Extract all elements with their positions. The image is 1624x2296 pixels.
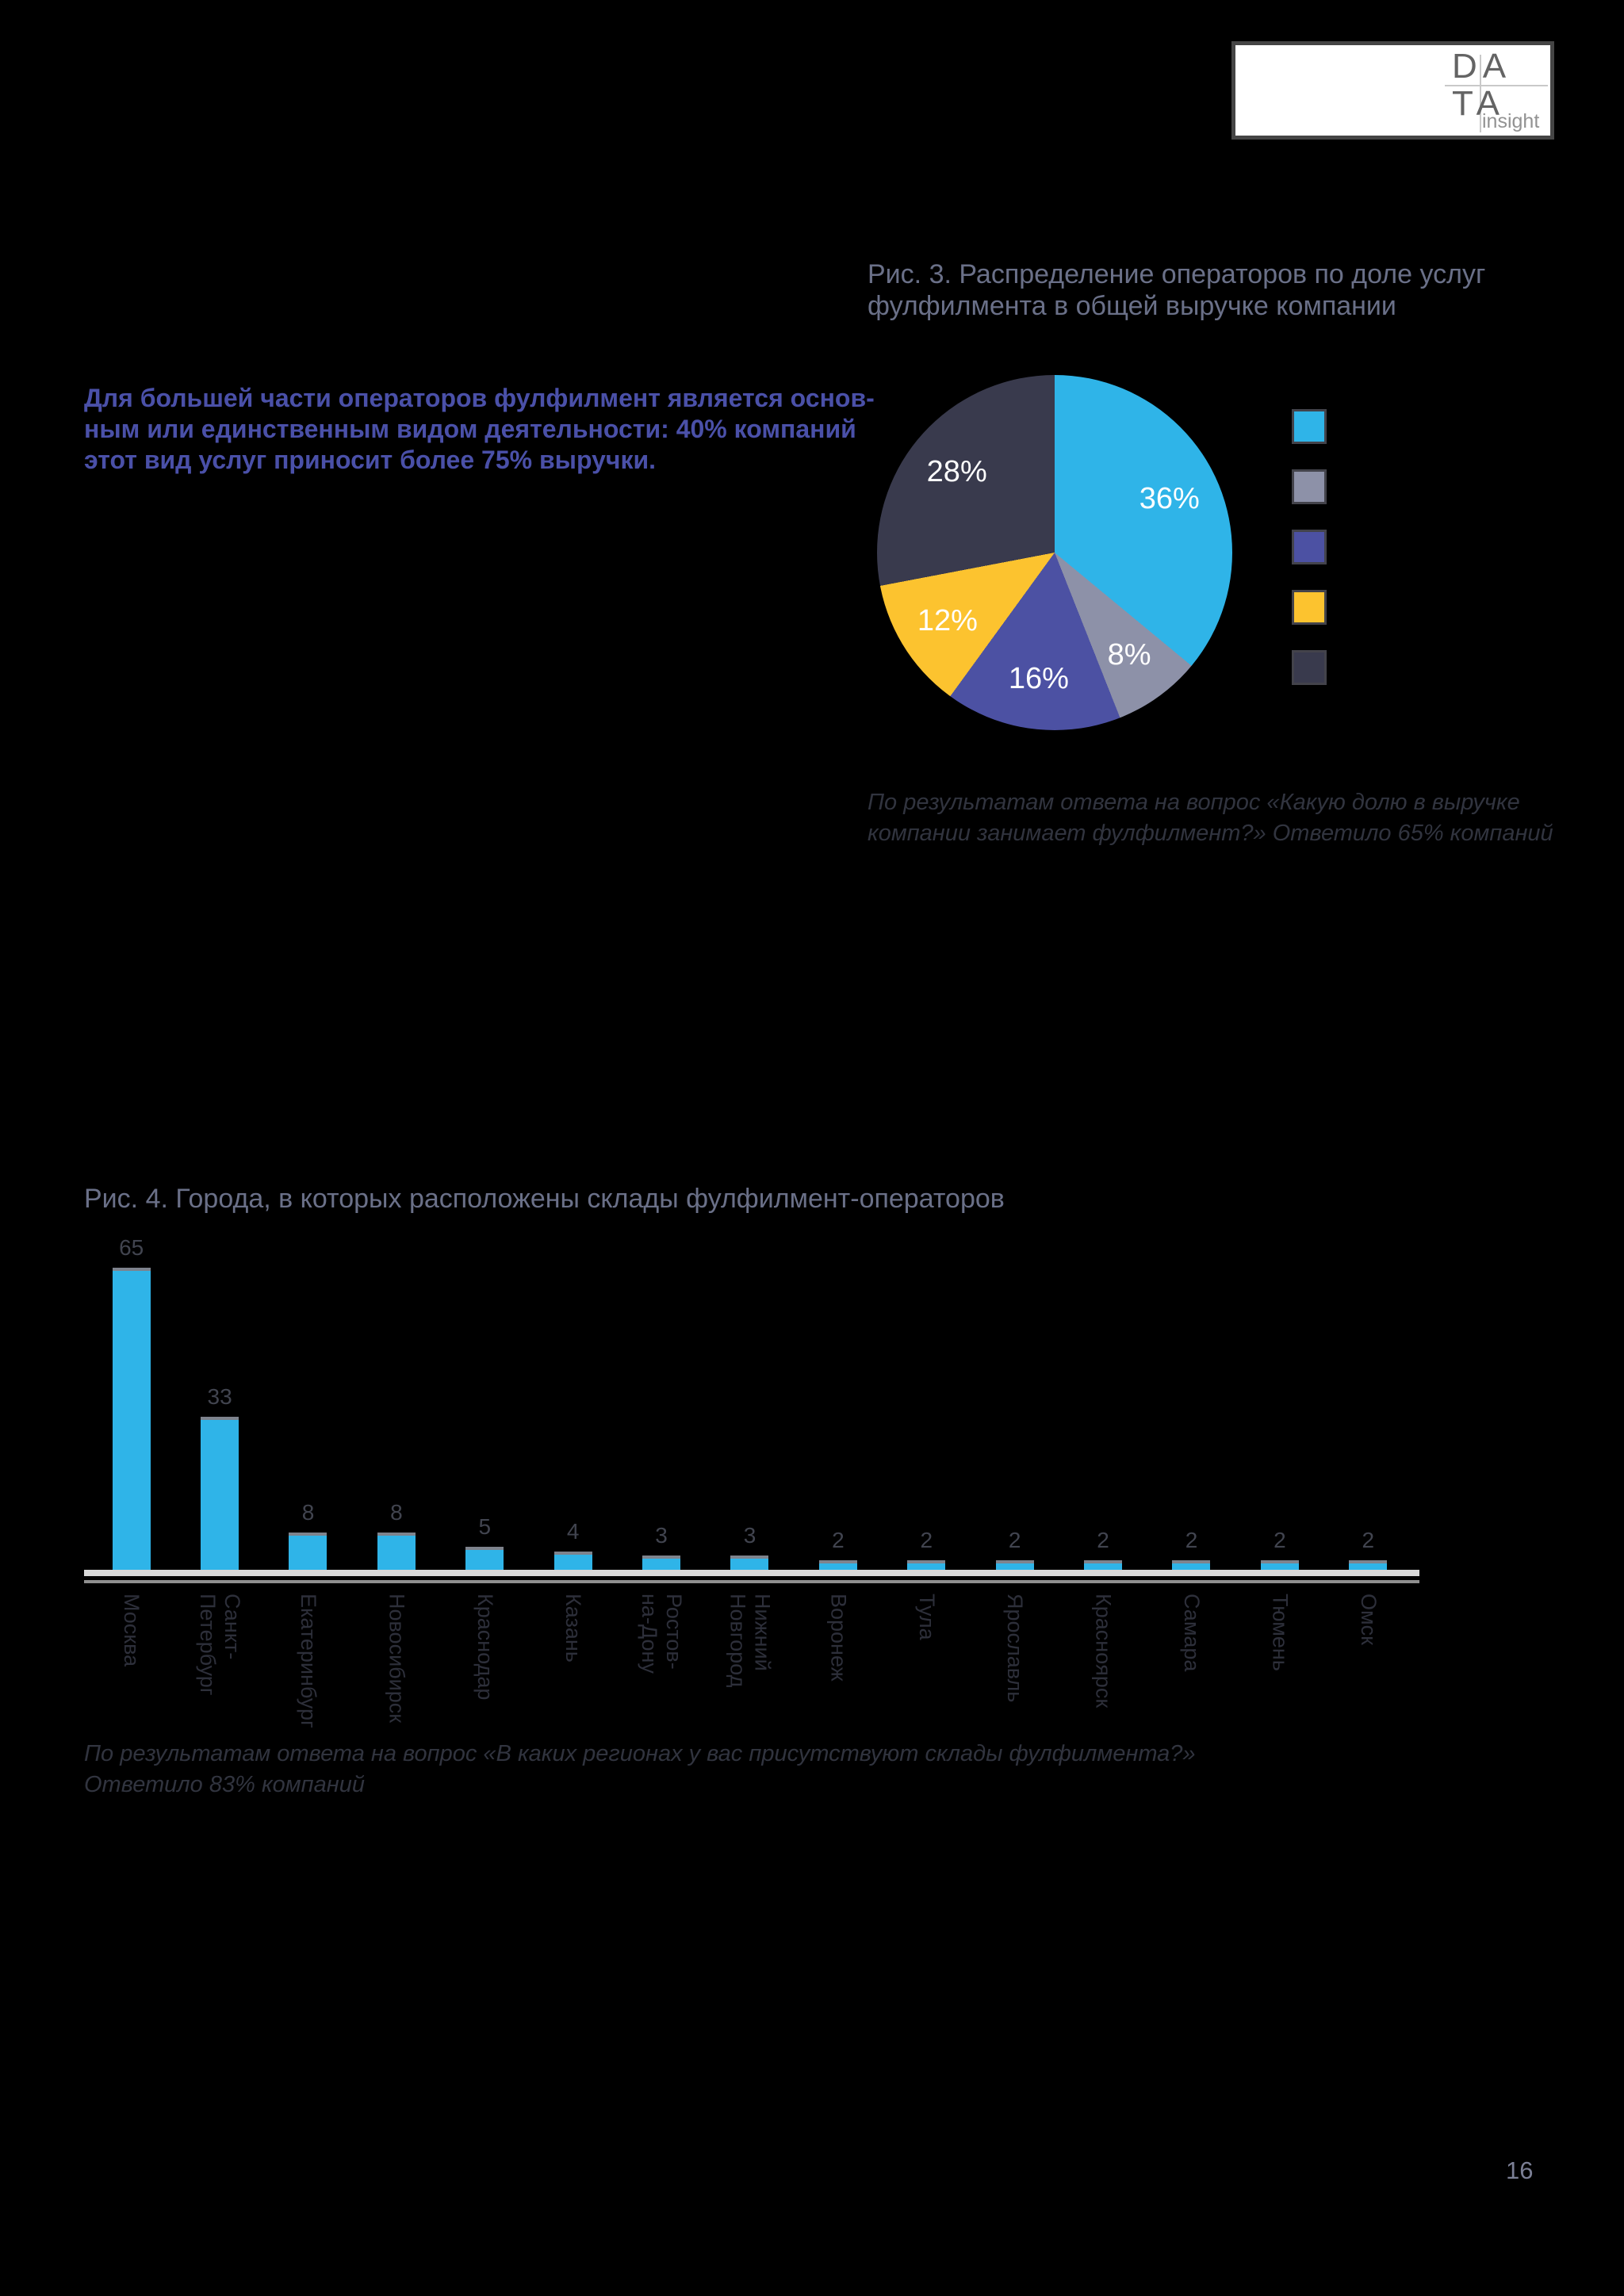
bar-category-label: Ярославль bbox=[1003, 1594, 1028, 1703]
bar-value-label: 2 bbox=[1362, 1528, 1375, 1553]
bar-slot: 2 Тула bbox=[883, 1237, 971, 1752]
logo-vertical-line bbox=[1480, 55, 1481, 132]
bar-value-label: 3 bbox=[655, 1523, 668, 1548]
bar-value-label: 2 bbox=[1274, 1528, 1286, 1553]
bar bbox=[907, 1560, 946, 1570]
bar-slot: 5 Краснодар bbox=[441, 1237, 529, 1752]
page-number: 16 bbox=[1506, 2156, 1534, 2184]
bar-value-label: 8 bbox=[301, 1500, 315, 1525]
bar bbox=[730, 1556, 769, 1570]
bar-slot: 33 Санкт- Петербург bbox=[175, 1237, 263, 1752]
bar-slot: 8 Екатеринбург bbox=[264, 1237, 352, 1752]
bar bbox=[642, 1556, 681, 1570]
bar bbox=[818, 1560, 857, 1570]
fig3-highlight-text: Для большей части операторов фулфилмент … bbox=[84, 384, 875, 474]
bar-category-label: Москва bbox=[120, 1594, 144, 1667]
bar-slot: 2 Ярославль bbox=[971, 1237, 1059, 1752]
bar-chart: 65 Москва 33 Санкт- Петербург 8 Екатеринбург 8… bbox=[84, 1235, 1423, 1752]
bar bbox=[377, 1533, 416, 1570]
bar-category-label: Новосибирск bbox=[385, 1594, 409, 1724]
pie-legend bbox=[1292, 409, 1327, 710]
legend-swatch bbox=[1292, 530, 1327, 564]
pie-slice-label: 36% bbox=[1139, 481, 1200, 515]
bar bbox=[1260, 1560, 1299, 1570]
bar bbox=[1349, 1560, 1388, 1570]
bar-slot: 2 Тюмень bbox=[1235, 1237, 1323, 1752]
bar-category-label: Тула bbox=[914, 1594, 939, 1640]
bar-value-label: 3 bbox=[743, 1523, 756, 1548]
fig4-title: Рис. 4. Города, в которых расположены ск… bbox=[84, 1184, 1005, 1214]
bar-value-label: 2 bbox=[1008, 1528, 1021, 1553]
bar-category-label: Санкт- Петербург bbox=[196, 1594, 245, 1696]
logo-text-ta: TA bbox=[1452, 84, 1505, 123]
fig4-caption: По результатам ответа на вопрос «В каких… bbox=[84, 1741, 1196, 1797]
bar-category-label: Ростов- на-Дону bbox=[638, 1594, 687, 1674]
bar-value-label: 8 bbox=[390, 1500, 403, 1525]
pie-slice-label: 8% bbox=[1107, 638, 1151, 672]
bar-slot: 2 Красноярск bbox=[1059, 1237, 1147, 1752]
fig3-caption: По результатам ответа на вопрос «Какую д… bbox=[868, 790, 1553, 846]
bar-value-label: 5 bbox=[478, 1513, 492, 1539]
bar bbox=[1084, 1560, 1123, 1570]
bar-slot: 3 Ростов- на-Дону bbox=[617, 1237, 705, 1752]
bar bbox=[1172, 1560, 1211, 1570]
pie-slice-label: 16% bbox=[1008, 661, 1069, 695]
bar-slot: 2 Воронеж bbox=[794, 1237, 882, 1752]
bar-category-label: Тюмень bbox=[1268, 1594, 1293, 1671]
bar-category-label: Нижний Новгород bbox=[726, 1594, 775, 1688]
bar-slot: 8 Новосибирск bbox=[352, 1237, 440, 1752]
x-axis-line bbox=[84, 1570, 1419, 1576]
bar-value-label: 2 bbox=[920, 1528, 933, 1553]
legend-swatch bbox=[1292, 650, 1327, 685]
bar-category-label: Воронеж bbox=[826, 1594, 851, 1682]
bar bbox=[465, 1546, 504, 1570]
bar-value-label: 4 bbox=[566, 1518, 580, 1544]
bar-category-label: Самара bbox=[1179, 1594, 1204, 1672]
bar-slot: 65 Москва bbox=[87, 1235, 175, 1752]
bar-slot: 2 Самара bbox=[1147, 1237, 1235, 1752]
bar-category-label: Красноярск bbox=[1091, 1594, 1116, 1709]
bar-value-label: 33 bbox=[207, 1383, 232, 1409]
bar-category-label: Омск bbox=[1356, 1594, 1381, 1645]
pie-slice-label: 12% bbox=[917, 603, 978, 637]
bar bbox=[995, 1560, 1034, 1570]
legend-swatch bbox=[1292, 409, 1327, 444]
bar bbox=[289, 1533, 327, 1570]
logo-text-da: DA bbox=[1452, 47, 1512, 86]
bar-value-label: 65 bbox=[119, 1235, 144, 1260]
bar bbox=[553, 1551, 592, 1570]
logo-text-insight: insight bbox=[1482, 110, 1540, 132]
bar-category-label: Казань bbox=[561, 1594, 586, 1663]
bar bbox=[112, 1268, 151, 1570]
bar-slot: 3 Нижний Новгород bbox=[706, 1237, 794, 1752]
bar-value-label: 2 bbox=[832, 1528, 845, 1553]
logo-horizontal-line bbox=[1445, 85, 1548, 86]
bar-value-label: 2 bbox=[1097, 1528, 1109, 1553]
bar bbox=[201, 1416, 239, 1570]
data-insight-logo: DA TA insight bbox=[1231, 41, 1554, 140]
pie-slice-label: 28% bbox=[926, 455, 987, 488]
pie-chart bbox=[877, 375, 1232, 730]
legend-swatch bbox=[1292, 469, 1327, 504]
bar-value-label: 2 bbox=[1185, 1528, 1198, 1553]
bar-category-label: Екатеринбург bbox=[296, 1594, 320, 1728]
bar-slot: 2 Омск bbox=[1324, 1237, 1412, 1752]
legend-swatch bbox=[1292, 590, 1327, 625]
bar-slot: 4 Казань bbox=[529, 1237, 617, 1752]
x-axis-shadow-line bbox=[84, 1580, 1419, 1583]
fig3-title: Рис. 3. Распределение операторов по доле… bbox=[868, 259, 1486, 321]
bar-category-label: Краснодар bbox=[473, 1594, 497, 1701]
